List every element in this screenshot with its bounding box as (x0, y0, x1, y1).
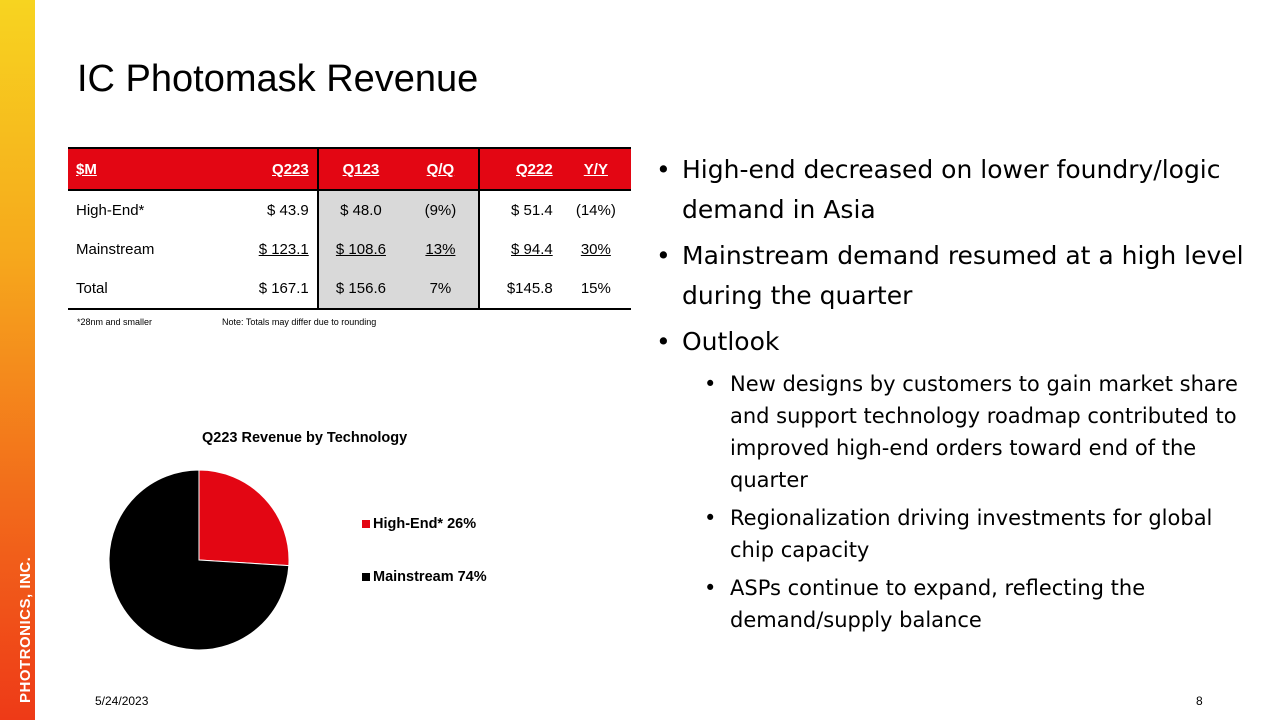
bullet-dot-icon: • (656, 327, 671, 356)
table-cell: (9%) (403, 190, 479, 230)
footnote-rounding: Note: Totals may differ due to rounding (222, 317, 377, 327)
legend-swatch-mainstream (362, 573, 370, 581)
sub-bullet-item: • New designs by customers to gain marke… (704, 368, 1256, 496)
sub-bullet-text: Regionalization driving investments for … (730, 506, 1213, 562)
chart-title: Q223 Revenue by Technology (202, 430, 408, 446)
table-row: High-End* $ 43.9 $ 48.0 (9%) $ 51.4 (14%… (68, 190, 631, 230)
brand-sidebar: PHOTRONICS, INC. (0, 0, 35, 720)
table-cell: 15% (560, 269, 631, 310)
footnote-high-end: *28nm and smaller (77, 317, 153, 327)
page-number: 8 (1196, 694, 1203, 708)
sub-bullet-item: • Regionalization driving investments fo… (704, 502, 1256, 566)
table-cell: High-End* (76, 202, 145, 219)
table-header-cell: Y/Y (560, 147, 631, 191)
pie-slice-mainstream (108, 469, 290, 651)
table-cell: $145.8 (477, 269, 561, 310)
table-cell: $ 48.0 (316, 190, 404, 230)
table-cell: $ 51.4 (477, 190, 561, 230)
footer-date: 5/24/2023 (95, 694, 149, 708)
table-cell: $ 94.4 (477, 230, 561, 269)
bullet-text: Mainstream demand resumed at a high leve… (682, 241, 1244, 310)
table-cell: $ 108.6 (316, 230, 404, 269)
pie-chart (108, 469, 290, 651)
legend-item-mainstream: Mainstream 74% (362, 569, 487, 585)
sub-bullet-text: New designs by customers to gain market … (730, 372, 1238, 492)
bullet-item: • Outlook (656, 322, 1256, 362)
bullet-item: • Mainstream demand resumed at a high le… (656, 236, 1256, 316)
bullet-dot-icon: • (704, 372, 717, 396)
legend-label-high-end: High-End* 26% (373, 516, 477, 532)
table-cell: Total (68, 269, 231, 310)
legend-item-high-end: High-End* 26% (362, 516, 476, 532)
table-header-cell: $M (68, 147, 231, 191)
table-cell: $ 167.1 (230, 269, 318, 310)
bullet-dot-icon: • (704, 506, 717, 530)
sub-bullet-text: ASPs continue to expand, reflecting the … (730, 576, 1146, 632)
table-header-cell: Q/Q (403, 147, 479, 191)
brand-name: PHOTRONICS, INC. (17, 556, 34, 703)
bullet-text: High-end decreased on lower foundry/logi… (682, 155, 1221, 224)
table-row: Total $ 167.1 $ 156.6 7% $145.8 15% (68, 269, 631, 310)
table-cell: $ 43.9 (267, 202, 309, 219)
table-cell: 13% (403, 230, 479, 269)
bullet-dot-icon: • (656, 241, 671, 270)
table-cell: (14%) (575, 202, 616, 219)
revenue-table: $M Q223 Q123 Q/Q Q222 Y/Y High-End* $ 43… (68, 147, 631, 310)
bullet-list: • High-end decreased on lower foundry/lo… (656, 150, 1256, 642)
table-header-cell: Q123 (316, 147, 404, 191)
table-cell: Mainstream (76, 241, 155, 258)
bullet-dot-icon: • (704, 576, 717, 600)
table-cell: 30% (580, 241, 611, 258)
table-header-row: $M Q223 Q123 Q/Q Q222 Y/Y (68, 147, 631, 191)
slide-title: IC Photomask Revenue (77, 58, 479, 100)
bullet-text: Outlook (682, 327, 780, 356)
bullet-item: • High-end decreased on lower foundry/lo… (656, 150, 1256, 230)
legend-swatch-high-end (362, 520, 370, 528)
table-cell: 7% (403, 269, 479, 310)
table-row: Mainstream $ 123.1 $ 108.6 13% $ 94.4 30… (68, 230, 631, 269)
table-cell: $ 156.6 (316, 269, 404, 310)
legend-label-mainstream: Mainstream 74% (373, 569, 487, 585)
table-cell: $ 123.1 (258, 241, 309, 258)
table-header-cell: Q222 (477, 147, 561, 191)
bullet-dot-icon: • (656, 155, 671, 184)
table-header-cell: Q223 (230, 147, 318, 191)
sub-bullet-item: • ASPs continue to expand, reflecting th… (704, 572, 1256, 636)
pie-slice-highend (198, 469, 290, 567)
